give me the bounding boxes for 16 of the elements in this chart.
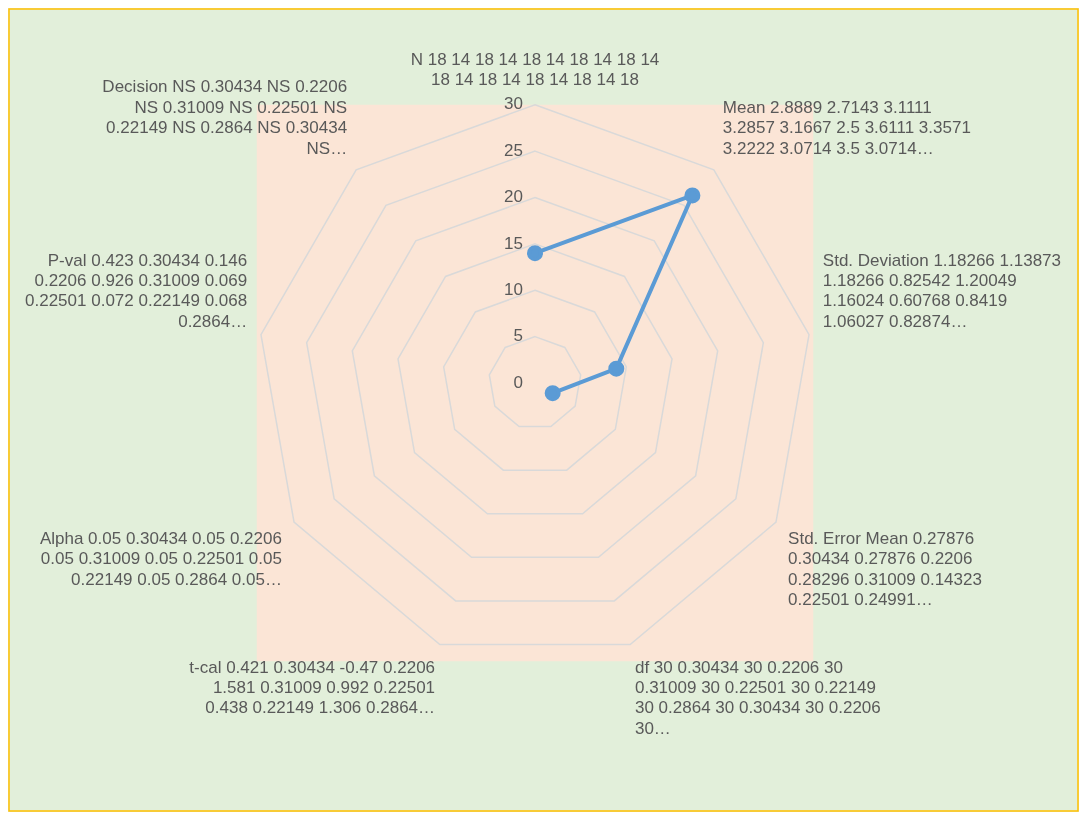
y-tick-label: 0 (513, 372, 523, 392)
y-tick-label: 15 (504, 233, 523, 253)
spoke-label: df 30 0.30434 30 0.2206 30 0.31009 30 0.22501 30 0.22149 30 0.2864 30 0.30434 30 0.2206 30… (634, 657, 881, 738)
spoke-label: t-cal 0.421 0.30434 -0.47 0.2206 1.581 0.31009 0.992 0.22501 0.438 0.22149 1.306 0.2864… (189, 657, 436, 718)
spoke-label: Mean 2.8889 2.7143 3.1111 3.2857 3.1667 2.5 3.6111 3.3571 3.2222 3.0714 3.5 3.0714… (722, 97, 971, 158)
spoke-label: Std. Error Mean 0.27876 0.30434 0.27876 0.2206 0.28296 0.31009 0.14323 0.22501 0.24991… (788, 529, 982, 610)
spoke-label: Decision NS 0.30434 NS 0.2206 NS 0.31009 NS 0.22501 NS 0.22149 NS 0.2864 NS 0.30434 NS… (102, 77, 348, 158)
y-tick-label: 5 (513, 326, 523, 346)
spoke-label: N 18 14 18 14 18 14 18 14 18 14 18 14 18 14 18 14 18 14 18 (410, 49, 660, 90)
y-tick-label: 25 (504, 140, 523, 160)
y-tick-label: 20 (504, 187, 523, 207)
y-tick-label: 30 (504, 94, 523, 114)
spoke-label: Alpha 0.05 0.30434 0.05 0.2206 0.05 0.31009 0.05 0.22501 0.05 0.22149 0.05 0.2864 0.05… (39, 529, 282, 589)
spoke-label: P-val 0.423 0.30434 0.146 0.2206 0.926 0.31009 0.069 0.22501 0.072 0.22149 0.068 0.2864… (25, 250, 248, 331)
y-tick-label: 10 (504, 279, 523, 299)
spoke-label: Std. Deviation 1.18266 1.13873 1.18266 0.82542 1.20049 1.16024 0.60768 0.8419 1.06027 0.82874… (822, 250, 1061, 331)
